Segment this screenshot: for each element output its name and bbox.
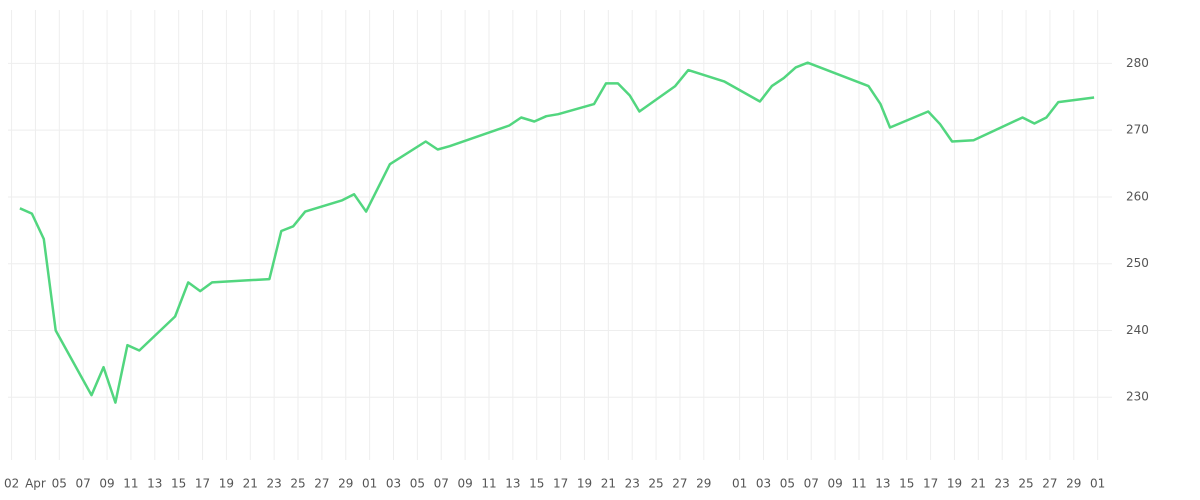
x-tick-label: 07 <box>434 477 449 491</box>
y-tick-label: 240 <box>1126 323 1149 337</box>
x-tick-label: 13 <box>147 477 162 491</box>
x-tick-label: 01 <box>1090 477 1105 491</box>
x-tick-label: 27 <box>314 477 329 491</box>
x-tick-label: 13 <box>505 477 520 491</box>
x-tick-label: 07 <box>804 477 819 491</box>
x-tick-label: 11 <box>123 477 138 491</box>
x-tick-label: 05 <box>780 477 795 491</box>
x-tick-label: 03 <box>386 477 401 491</box>
y-tick-label: 280 <box>1126 56 1149 70</box>
x-tick-label: 29 <box>696 477 711 491</box>
x-tick-label: 15 <box>529 477 544 491</box>
x-tick-label: 09 <box>457 477 472 491</box>
x-tick-label: 19 <box>577 477 592 491</box>
x-tick-label: 29 <box>1066 477 1081 491</box>
x-tick-label: 01 <box>732 477 747 491</box>
x-tick-label: 23 <box>267 477 282 491</box>
x-tick-label: 09 <box>827 477 842 491</box>
x-tick-label: 27 <box>672 477 687 491</box>
x-tick-label: 03 <box>756 477 771 491</box>
x-tick-label: 17 <box>923 477 938 491</box>
y-tick-label: 250 <box>1126 256 1149 270</box>
x-tick-label: 23 <box>995 477 1010 491</box>
y-tick-label: 270 <box>1126 123 1149 137</box>
x-tick-label: 17 <box>195 477 210 491</box>
x-tick-label: 15 <box>899 477 914 491</box>
x-tick-label: 05 <box>52 477 67 491</box>
y-tick-label: 260 <box>1126 189 1149 203</box>
x-tick-label: 25 <box>1018 477 1033 491</box>
x-tick-label: 25 <box>290 477 305 491</box>
x-tick-label: 29 <box>338 477 353 491</box>
x-tick-label: 01 <box>362 477 377 491</box>
line <box>19 61 1095 404</box>
x-tick-label: 02 <box>4 477 19 491</box>
x-tick-label: 09 <box>99 477 114 491</box>
x-tick-label: 19 <box>219 477 234 491</box>
x-tick-label: 23 <box>625 477 640 491</box>
x-tick-label: 11 <box>481 477 496 491</box>
x-tick-label: 13 <box>875 477 890 491</box>
x-tick-label: 19 <box>947 477 962 491</box>
x-tick-label: 21 <box>243 477 258 491</box>
x-tick-label: 05 <box>410 477 425 491</box>
y-tick-label: 230 <box>1126 390 1149 404</box>
x-tick-label: 15 <box>171 477 186 491</box>
x-tick-label: 21 <box>971 477 986 491</box>
x-tick-label: 25 <box>648 477 663 491</box>
x-tick-label: 17 <box>553 477 568 491</box>
x-tick-label: 27 <box>1042 477 1057 491</box>
x-tick-label: 07 <box>76 477 91 491</box>
x-tick-label: 11 <box>851 477 866 491</box>
x-tick-label: 21 <box>601 477 616 491</box>
x-tick-label: Apr <box>25 477 46 491</box>
